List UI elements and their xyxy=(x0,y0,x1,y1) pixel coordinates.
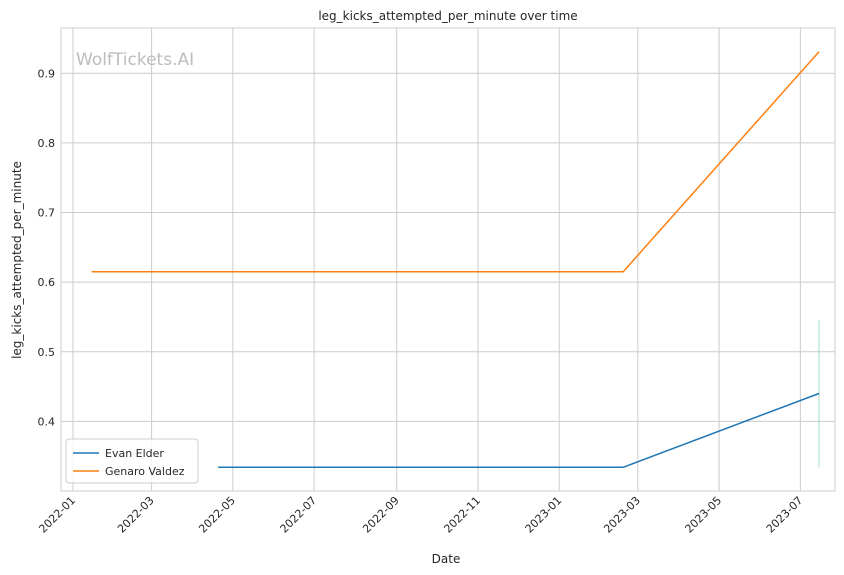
y-tick-label: 0.9 xyxy=(38,67,56,80)
legend: Evan Elder Genaro Valdez xyxy=(65,438,199,484)
legend-label-evan-elder: Evan Elder xyxy=(105,447,164,460)
chart-title: leg_kicks_attempted_per_minute over time xyxy=(318,9,577,23)
plot-area-frame xyxy=(60,27,836,492)
y-tick-label: 0.6 xyxy=(38,276,56,289)
grid-lines xyxy=(61,28,835,491)
series-line-evan-elder xyxy=(218,392,820,469)
series-line-genaro-valdez xyxy=(91,51,820,273)
y-tick-label: 0.7 xyxy=(38,207,56,220)
watermark: WolfTickets.AI xyxy=(76,50,194,70)
series-layer xyxy=(91,51,820,469)
y-tick-label: 0.5 xyxy=(38,346,56,359)
y-axis: 0.4 0.5 0.6 0.7 0.8 0.9 xyxy=(38,67,56,428)
y-tick-label: 0.4 xyxy=(38,415,56,428)
legend-label-genaro-valdez: Genaro Valdez xyxy=(105,465,185,478)
y-axis-title: leg_kicks_attempted_per_minute xyxy=(10,161,24,359)
y-tick-label: 0.8 xyxy=(38,137,56,150)
legend-box xyxy=(65,438,199,484)
x-axis-title: Date xyxy=(432,552,461,566)
